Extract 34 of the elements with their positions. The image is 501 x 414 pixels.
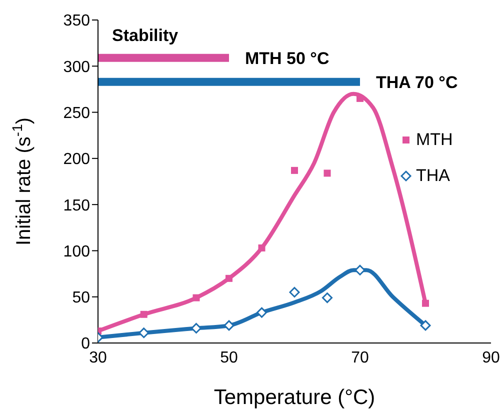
point <box>322 292 332 304</box>
point <box>324 170 331 177</box>
point <box>191 322 202 334</box>
y-tick-label: 50 <box>72 290 90 307</box>
x-tick-label: 90 <box>482 349 500 366</box>
y-tick-label: 350 <box>63 12 90 30</box>
point <box>291 166 298 174</box>
point <box>289 286 300 298</box>
point <box>192 294 200 302</box>
series-label: THA 70 °C <box>376 72 458 92</box>
point <box>422 300 429 307</box>
y-tick-label: 300 <box>63 58 90 76</box>
x-axis-title: Temperature (°C) <box>214 386 376 409</box>
x-tick-label: 50 <box>220 349 238 366</box>
point <box>258 244 266 252</box>
y-tick-label: 150 <box>63 197 90 214</box>
x-tick-label: 70 <box>351 349 369 366</box>
point <box>140 310 148 318</box>
legend-label: THA <box>416 166 450 186</box>
legend-label: MTH <box>416 130 453 150</box>
point <box>226 274 232 282</box>
y-tick-label: 250 <box>63 104 90 122</box>
series-label: MTH 50 °C <box>245 48 330 68</box>
point <box>138 328 150 338</box>
point <box>420 320 431 331</box>
point <box>224 320 234 331</box>
point <box>356 94 364 102</box>
y-tick-label: 0 <box>81 336 90 353</box>
y-tick-label: 100 <box>63 243 90 260</box>
y-tick-label: 200 <box>63 151 90 168</box>
annotation: Stability <box>112 26 178 46</box>
x-tick-label: 30 <box>89 349 107 366</box>
point <box>354 264 366 276</box>
point <box>256 307 267 318</box>
